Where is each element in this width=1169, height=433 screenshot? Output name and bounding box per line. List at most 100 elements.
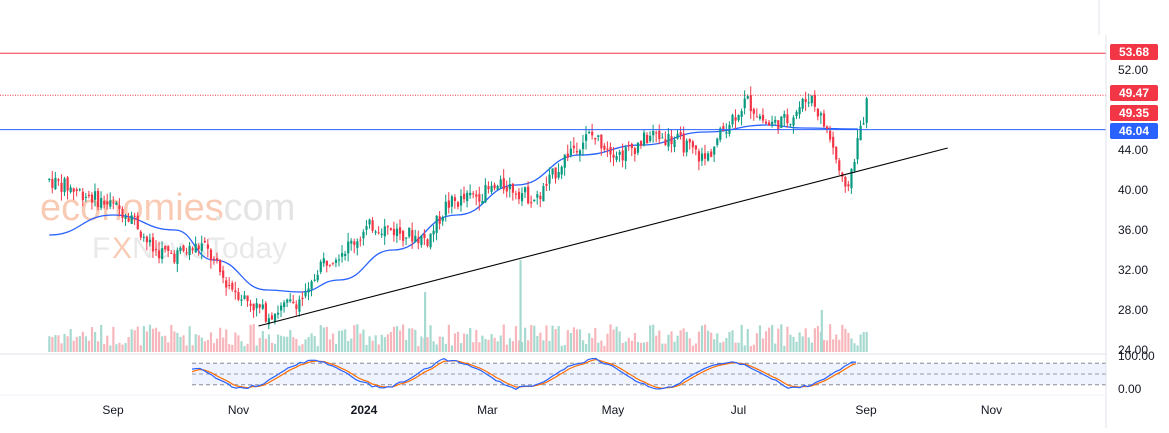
volume-bar (700, 325, 704, 352)
volume-spike (820, 310, 823, 352)
candle-body (310, 281, 313, 290)
volume-bar (322, 327, 325, 352)
candle-body (514, 193, 518, 195)
candle-body (563, 154, 566, 168)
candle-body (551, 168, 554, 175)
volume-bar (97, 341, 100, 352)
candle-body (722, 126, 725, 131)
volume-bar (694, 343, 698, 352)
time-axis[interactable]: Sep Nov 2024 Mar May Jul Sep Nov (0, 394, 1106, 417)
candle-body (703, 153, 707, 159)
candle-body (536, 194, 539, 198)
volume-bar (273, 343, 277, 352)
candle-body (283, 302, 286, 308)
candle-body (816, 108, 820, 117)
volume-bar (231, 344, 234, 352)
candle-body (164, 245, 167, 250)
candle-body (417, 237, 420, 244)
volume-bar (258, 337, 261, 352)
volume-bar (755, 333, 759, 352)
candle-body (560, 166, 563, 175)
candle-body (774, 119, 777, 123)
volume-bar (106, 335, 109, 352)
candle-body (115, 202, 118, 205)
volume-bar (713, 339, 716, 352)
volume-bar (234, 332, 237, 352)
candle-body (463, 193, 466, 200)
candle-body (167, 246, 170, 252)
candle-body (777, 120, 780, 131)
volume-bar (194, 334, 197, 352)
price-tag-bg (1110, 105, 1158, 121)
candle-body (829, 130, 832, 140)
candle-body (807, 102, 810, 104)
volume-bar (697, 331, 701, 352)
volume-bar (813, 328, 816, 352)
volume-bar (84, 336, 88, 352)
volume-bar (530, 325, 533, 352)
volume-bar (414, 329, 417, 352)
candle-body (93, 191, 97, 200)
candle-body (51, 178, 54, 188)
volume-bar (51, 336, 54, 352)
volume-bar (737, 342, 740, 352)
volume-bar (328, 339, 332, 352)
candle-body (54, 177, 57, 190)
candle-body (139, 231, 142, 238)
volume-bar (237, 335, 240, 352)
volume-bar (853, 343, 856, 352)
volume-bar (591, 337, 594, 352)
candle-body (365, 226, 368, 230)
candle-body (267, 318, 271, 325)
volume-bar (200, 337, 203, 352)
volume-bar (48, 336, 51, 352)
candle-body (856, 138, 859, 160)
candle-body (456, 202, 460, 207)
time-tick-label: May (602, 403, 625, 417)
volume-bar (289, 329, 292, 352)
volume-bar (481, 335, 484, 352)
candle-body (603, 145, 606, 150)
candle-body (740, 111, 743, 117)
candle-body (75, 189, 78, 192)
volume-bar (487, 339, 490, 352)
volume-bar (459, 343, 463, 352)
candle-body (652, 130, 655, 136)
volume-bar (243, 345, 246, 352)
volume-bar (838, 339, 841, 352)
volume-bar (734, 342, 737, 352)
candle-body (341, 253, 344, 257)
candle-body (185, 252, 188, 254)
candle-body (176, 250, 179, 264)
volume-bar (478, 342, 481, 352)
volume-bar (728, 331, 731, 352)
volume-bar (511, 341, 515, 352)
candle-body (432, 230, 435, 235)
volume-bar (249, 324, 252, 352)
volume-bar (731, 330, 734, 352)
volume-bar (615, 326, 618, 352)
volume-bar (316, 345, 319, 352)
candle-body (63, 178, 66, 193)
price-tag-label: 46.04 (1119, 124, 1149, 138)
candle-body (746, 96, 749, 99)
volume-bar (365, 345, 368, 352)
volume-bar (841, 324, 844, 352)
volume-bar (636, 342, 640, 352)
candle-body (642, 132, 646, 146)
candle-body (249, 303, 252, 306)
candle-body (212, 258, 216, 260)
price-tags: 53.68 49.47 49.35 46.04 (1110, 44, 1158, 139)
volume-bar (280, 335, 283, 352)
price-tag-bg (1110, 123, 1158, 139)
candle-body (84, 196, 88, 198)
candle-body (633, 148, 637, 155)
candle-body (69, 187, 72, 193)
volume-bar (542, 340, 545, 352)
volume-bar (670, 331, 673, 352)
volume-bar (764, 331, 768, 352)
candle-body (572, 145, 576, 149)
trendline (258, 147, 948, 327)
